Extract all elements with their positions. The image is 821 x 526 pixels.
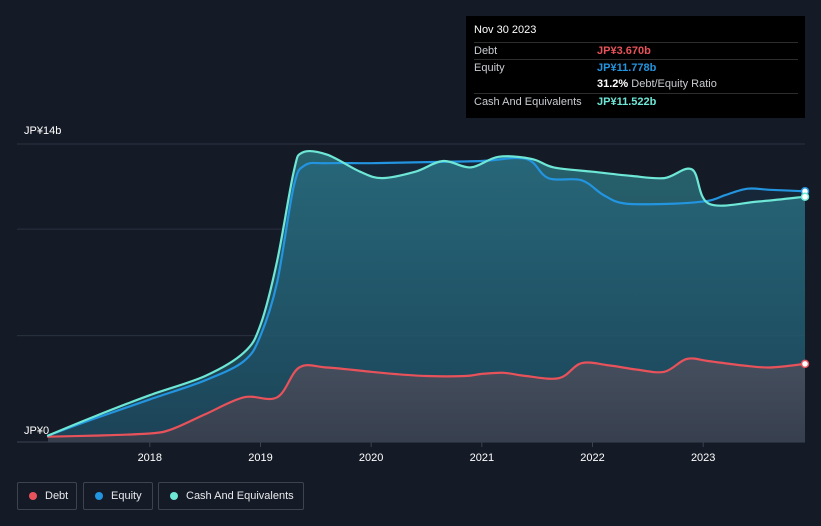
x-tick-label: 2023 [691, 452, 715, 464]
legend-equity-label: Equity [111, 490, 142, 502]
tooltip-cash-label: Cash And Equivalents [474, 96, 582, 108]
tooltip-ratio: 31.2% Debt/Equity Ratio [597, 78, 717, 90]
tooltip-ratio-value: 31.2% [597, 78, 629, 90]
cash-dot-icon [170, 492, 178, 500]
tooltip-row-equity: Equity JP¥11.778b [474, 59, 798, 77]
tooltip-row-debt: Debt JP¥3.670b [474, 42, 798, 60]
tooltip-debt-value: JP¥3.670b [597, 45, 651, 57]
legend-debt-label: Debt [45, 490, 69, 502]
y-tick-label: JP¥0 [24, 425, 49, 437]
tooltip-row-cash: Cash And Equivalents JP¥11.522b [474, 93, 798, 111]
tooltip-date: Nov 30 2023 [474, 24, 537, 36]
debt-line [46, 357, 807, 438]
x-tick-label: 2021 [470, 452, 494, 464]
debt-area [48, 358, 805, 442]
debt-dot-icon [29, 492, 37, 500]
y-tick-label: JP¥14b [24, 125, 61, 137]
equity-line [46, 156, 807, 437]
tooltip-ratio-label: Debt/Equity Ratio [631, 78, 717, 90]
legend-item-debt[interactable]: Debt [17, 482, 77, 510]
cash-and-equivalents-end-marker [800, 192, 810, 201]
equity-dot-icon [95, 492, 103, 500]
cash-and-equivalents-line [46, 149, 807, 437]
tooltip-equity-label: Equity [474, 62, 505, 74]
tooltip-debt-label: Debt [474, 45, 498, 57]
legend-item-equity[interactable]: Equity [83, 482, 153, 510]
tooltip-row-ratio: 31.2% Debt/Equity Ratio [474, 76, 798, 93]
x-tick-label: 2018 [138, 452, 162, 464]
x-tick-label: 2022 [580, 452, 604, 464]
chart-tooltip: Nov 30 2023 Debt JP¥3.670b Equity JP¥11.… [466, 16, 805, 118]
tooltip-cash-value: JP¥11.522b [597, 96, 657, 108]
legend-item-cash[interactable]: Cash And Equivalents [158, 482, 304, 510]
debt-end-marker [800, 359, 810, 369]
x-tick-label: 2020 [359, 452, 383, 464]
legend-cash-label: Cash And Equivalents [186, 490, 294, 502]
tooltip-equity-value: JP¥11.778b [597, 62, 657, 74]
x-tick-label: 2019 [248, 452, 272, 464]
